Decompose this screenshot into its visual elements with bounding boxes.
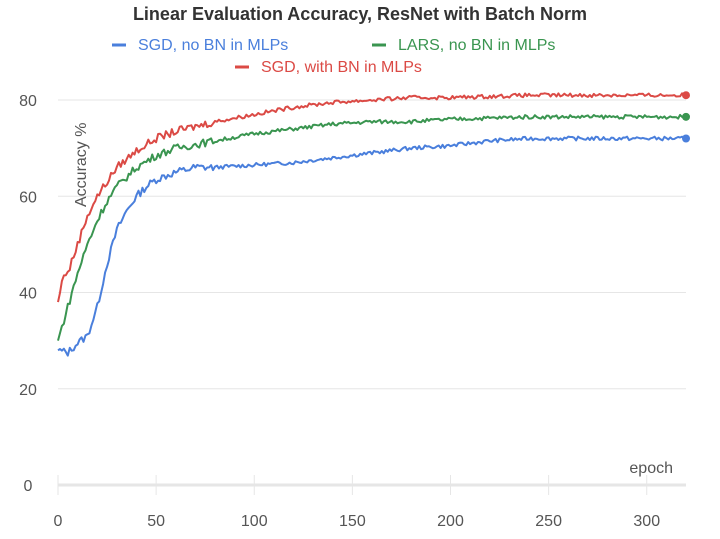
- y-tick-label: 80: [19, 93, 37, 110]
- x-tick-label: 300: [633, 513, 660, 530]
- series-endpoint-0: [682, 134, 690, 143]
- series-line-2: [57, 92, 687, 303]
- series-endpoint-2: [682, 91, 690, 100]
- legend-label: SGD, no BN in MLPs: [138, 37, 288, 54]
- chart-title: Linear Evaluation Accuracy, ResNet with …: [133, 4, 587, 24]
- x-tick-label: 100: [241, 513, 268, 530]
- legend-label: LARS, no BN in MLPs: [398, 37, 555, 54]
- x-tick-label: 150: [339, 513, 366, 530]
- y-tick-label: 20: [19, 382, 37, 399]
- series-line-1: [57, 113, 687, 341]
- y-tick-label: 40: [19, 286, 37, 303]
- x-axis-label: epoch: [629, 460, 673, 477]
- x-tick-label: 250: [535, 513, 562, 530]
- series-endpoint-1: [682, 112, 690, 121]
- y-axis-label: Accuracy %: [73, 123, 90, 207]
- y-tick-label: 60: [19, 189, 37, 206]
- x-tick-label: 0: [54, 513, 63, 530]
- legend-label: SGD, with BN in MLPs: [261, 59, 422, 76]
- y-ticks: 0 20 40 60 80: [19, 93, 37, 495]
- x-ticks: 0 50 100 150 200 250 300: [54, 513, 661, 530]
- grid: [57, 99, 686, 495]
- x-tick-label: 200: [437, 513, 464, 530]
- series-line-0: [57, 135, 687, 357]
- legend: SGD, no BN in MLPs LARS, no BN in MLPs SGD…: [112, 37, 555, 76]
- series-lines: [57, 91, 690, 357]
- y-tick-label: 0: [24, 478, 33, 495]
- x-tick-label: 50: [147, 513, 165, 530]
